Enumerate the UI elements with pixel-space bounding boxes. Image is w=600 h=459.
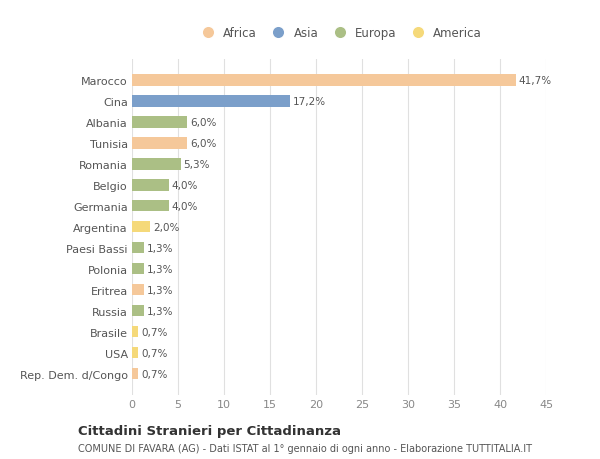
- Text: 6,0%: 6,0%: [190, 118, 217, 128]
- Bar: [132, 117, 187, 128]
- Bar: [132, 138, 187, 149]
- Bar: [132, 201, 169, 212]
- Text: 2,0%: 2,0%: [153, 222, 179, 232]
- Text: Cittadini Stranieri per Cittadinanza: Cittadini Stranieri per Cittadinanza: [78, 424, 341, 437]
- Text: 6,0%: 6,0%: [190, 139, 217, 148]
- Bar: [132, 263, 144, 275]
- Bar: [132, 326, 139, 338]
- Text: 4,0%: 4,0%: [172, 202, 198, 211]
- Text: 1,3%: 1,3%: [147, 243, 173, 253]
- Bar: [132, 347, 139, 358]
- Bar: [132, 242, 144, 254]
- Text: 1,3%: 1,3%: [147, 306, 173, 316]
- Text: 1,3%: 1,3%: [147, 285, 173, 295]
- Text: 4,0%: 4,0%: [172, 180, 198, 190]
- Text: 0,7%: 0,7%: [141, 369, 167, 379]
- Bar: [132, 159, 181, 170]
- Bar: [132, 96, 290, 107]
- Bar: [132, 368, 139, 380]
- Bar: [132, 284, 144, 296]
- Bar: [132, 75, 515, 86]
- Bar: [132, 305, 144, 317]
- Text: 41,7%: 41,7%: [518, 76, 551, 86]
- Text: 5,3%: 5,3%: [184, 159, 210, 169]
- Bar: [132, 221, 151, 233]
- Text: 17,2%: 17,2%: [293, 96, 326, 106]
- Text: COMUNE DI FAVARA (AG) - Dati ISTAT al 1° gennaio di ogni anno - Elaborazione TUT: COMUNE DI FAVARA (AG) - Dati ISTAT al 1°…: [78, 443, 532, 453]
- Text: 0,7%: 0,7%: [141, 327, 167, 337]
- Legend: Africa, Asia, Europa, America: Africa, Asia, Europa, America: [191, 22, 487, 45]
- Text: 1,3%: 1,3%: [147, 264, 173, 274]
- Bar: [132, 179, 169, 191]
- Text: 0,7%: 0,7%: [141, 348, 167, 358]
